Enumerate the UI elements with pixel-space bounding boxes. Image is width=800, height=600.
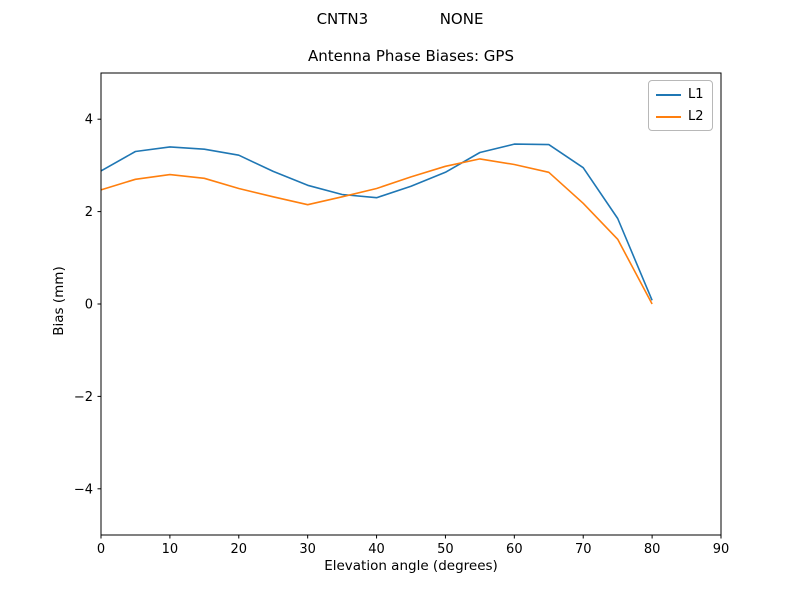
y-axis-tick-label: −4 [74,482,93,497]
x-axis-tick-label: 80 [644,542,661,557]
x-axis-tick-label: 50 [437,542,454,557]
x-axis-tick-label: 30 [299,542,316,557]
y-axis-label: Bias (mm) [51,266,67,336]
x-axis-tick-label: 60 [506,542,523,557]
series-line-l1 [100,143,653,301]
legend-entry-l2: L2 [656,108,704,125]
chart-title: Antenna Phase Biases: GPS [308,47,514,65]
legend-line-swatch-l1 [656,93,681,96]
legend-label-l1: L1 [688,87,704,102]
x-axis-tick-label: 20 [231,542,248,557]
legend-entry-l1: L1 [656,86,704,103]
legend: L1 L2 [648,80,713,131]
x-axis-tick-label: 10 [162,542,179,557]
y-axis-tick-label: 4 [85,113,93,128]
legend-label-l2: L2 [688,109,704,124]
legend-line-swatch-l2 [656,115,681,118]
x-axis-tick-label: 40 [368,542,385,557]
figure-suptitle: CNTN3 NONE [316,10,484,28]
y-axis-tick-label: −2 [74,390,93,405]
y-axis-tick-label: 2 [85,205,93,220]
axes-spine [100,72,722,536]
x-axis-tick-label: 70 [575,542,592,557]
y-axis-tick-label: 0 [85,298,93,313]
x-axis-tick-label: 90 [713,542,730,557]
series-line-l2 [100,158,653,305]
x-axis-label: Elevation angle (degrees) [324,558,498,574]
x-axis-tick-label: 0 [97,542,105,557]
